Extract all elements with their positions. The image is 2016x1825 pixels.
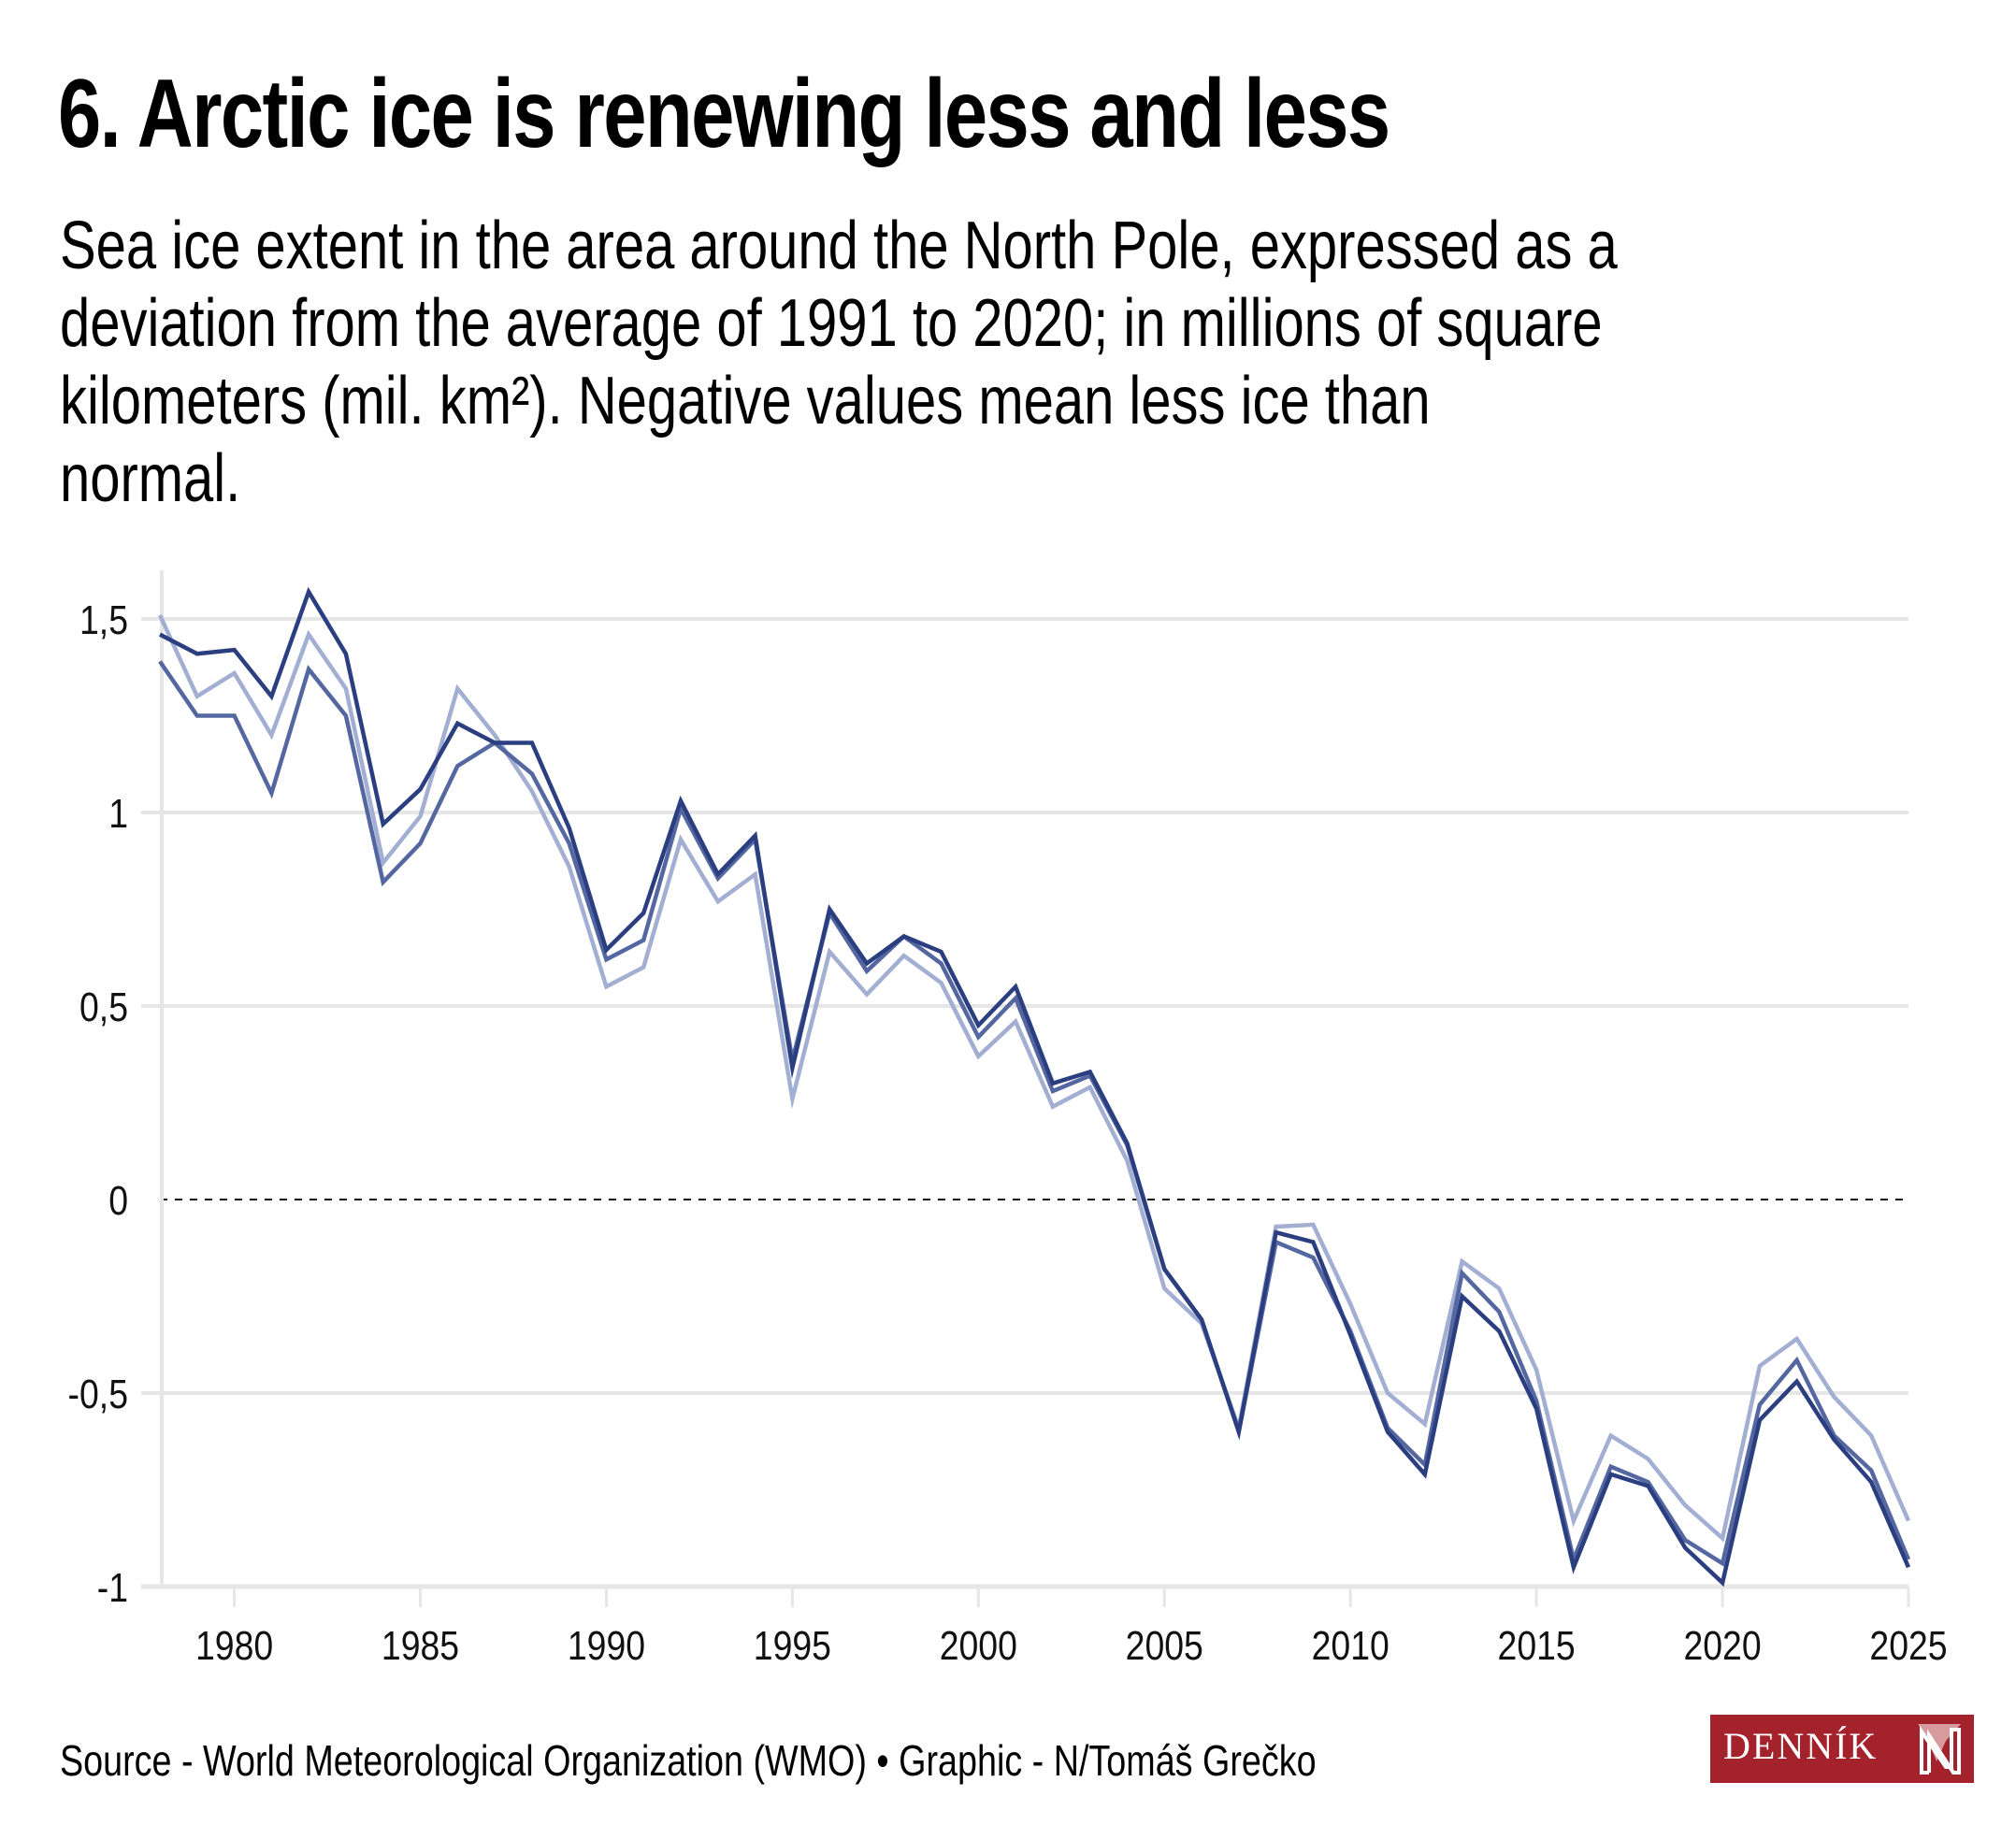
n-logo-icon [1918, 1724, 1961, 1775]
subtitle-line: deviation from the average of 1991 to 20… [60, 286, 1603, 361]
gridlines [141, 617, 1908, 1588]
x-tick-label: 2010 [1312, 1622, 1390, 1669]
y-tick-label: -1 [97, 1564, 128, 1611]
chart-subtitle: Sea ice extent in the area around the No… [60, 208, 1911, 518]
x-tick-label: 2015 [1498, 1622, 1576, 1669]
y-tick-label: 0 [108, 1177, 128, 1224]
y-axis-labels: 1,5 1 0,5 0 -0,5 -1 [68, 596, 128, 1611]
line-series-dark [158, 586, 1911, 1588]
line-series-light [157, 613, 1911, 1543]
y-tick-label: 1,5 [79, 596, 128, 643]
subtitle-line: normal. [60, 441, 241, 516]
y-tick-label: 0,5 [79, 984, 128, 1030]
chart-title: 6. Arctic ice is renewing less and less [58, 60, 1390, 168]
x-tick-label: 1985 [382, 1622, 459, 1669]
y-tick-label: 1 [108, 790, 128, 837]
subtitle-line: Sea ice extent in the area around the No… [60, 208, 1618, 283]
y-tick-label: -0,5 [68, 1371, 128, 1417]
x-tick-label: 2005 [1126, 1622, 1203, 1669]
x-tick-label: 2025 [1869, 1622, 1947, 1669]
series-lines [157, 586, 1911, 1588]
x-axis-labels: 1980 1985 1990 1995 2000 2005 2010 2015 2020 2025 [195, 1622, 1948, 1669]
axes [141, 570, 1910, 1607]
source-credit: Source - World Meteorological Organizati… [60, 1736, 1317, 1785]
subtitle-line: kilometers (mil. km²). Negative values m… [60, 364, 1431, 438]
x-tick-label: 1990 [568, 1622, 645, 1669]
line-series-medium [158, 660, 1911, 1567]
logo-text: DENNÍK [1723, 1725, 1879, 1767]
x-tick-label: 2020 [1683, 1622, 1761, 1669]
x-tick-label: 2000 [940, 1622, 1017, 1669]
dennik-n-logo[interactable]: DENNÍK [1710, 1715, 1974, 1783]
x-tick-label: 1995 [754, 1622, 831, 1669]
x-tick-label: 1980 [195, 1622, 273, 1669]
